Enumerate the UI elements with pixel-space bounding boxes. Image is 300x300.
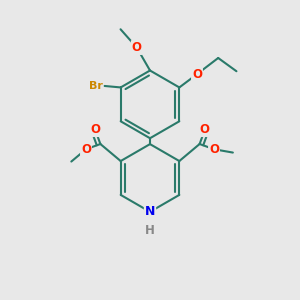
Text: O: O [81,143,91,156]
Text: O: O [200,123,210,136]
Text: Br: Br [89,81,103,91]
Text: O: O [192,68,202,81]
Text: N: N [145,205,155,218]
Text: O: O [209,143,219,156]
Text: H: H [145,224,155,237]
Text: O: O [132,41,142,54]
Text: O: O [90,123,100,136]
